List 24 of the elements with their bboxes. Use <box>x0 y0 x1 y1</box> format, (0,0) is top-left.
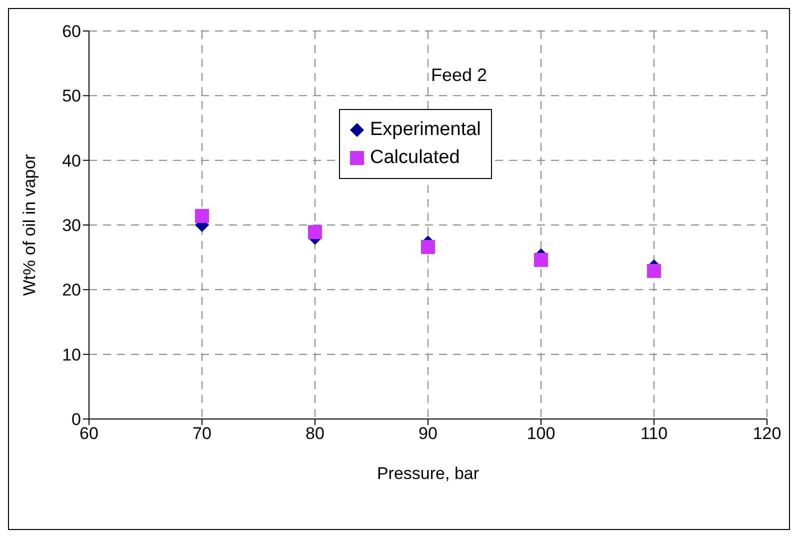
y-tick-label: 20 <box>62 280 81 300</box>
legend-label: Calculated <box>370 146 460 170</box>
point <box>647 264 661 278</box>
y-tick-label: 60 <box>62 22 81 42</box>
x-tick-label: 60 <box>80 424 98 444</box>
point <box>534 252 548 267</box>
y-tick-label: 30 <box>62 216 81 236</box>
x-tick-label: 80 <box>306 424 324 444</box>
legend-label: Experimental <box>370 118 481 142</box>
point <box>308 225 322 240</box>
y-axis-title: Wt% of oil in vapor <box>20 154 40 296</box>
x-tick-label: 90 <box>418 424 438 444</box>
y-tick-label: 40 <box>62 151 81 170</box>
x-tick-label: 70 <box>192 424 212 444</box>
x-tick-label: 120 <box>752 424 782 444</box>
x-tick-label: 110 <box>640 424 668 444</box>
x-tick-label: 100 <box>526 424 556 444</box>
y-tick-label: 50 <box>62 86 81 106</box>
point <box>421 240 435 254</box>
y-tick-label: 10 <box>62 345 81 364</box>
point <box>195 208 209 223</box>
x-axis-title: Pressure, bar <box>376 464 480 483</box>
text: Feed 2 <box>430 65 488 85</box>
y-tick-label: 0 <box>72 410 81 430</box>
